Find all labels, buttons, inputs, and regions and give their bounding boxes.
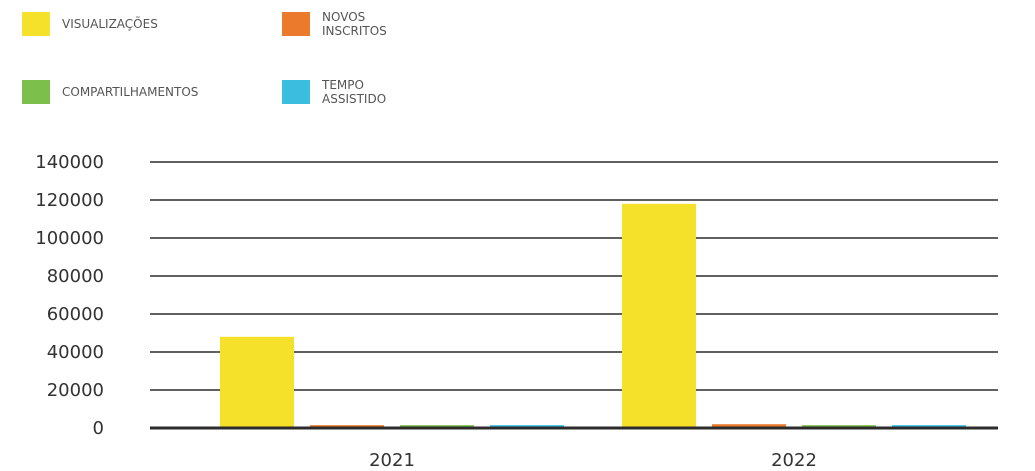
- y-tick-label: 80000: [47, 266, 104, 287]
- legend-swatch: [282, 12, 310, 36]
- y-tick-label: 0: [93, 418, 104, 439]
- y-tick-label: 100000: [35, 228, 104, 249]
- x-axis: 2021 2022: [369, 450, 817, 471]
- legend-swatch: [22, 12, 50, 36]
- legend-label: VISUALIZAÇÕES: [62, 16, 158, 31]
- x-tick-label: 2021: [369, 450, 415, 471]
- legend-label: TEMPO: [321, 78, 364, 92]
- legend-label: NOVOS: [322, 10, 365, 24]
- y-tick-label: 40000: [47, 342, 104, 363]
- x-tick-label: 2022: [771, 450, 817, 471]
- bar: [220, 336, 294, 428]
- legend-label: INSCRITOS: [322, 24, 387, 38]
- y-axis: 0 20000 40000 60000 80000 100000 120000 140000: [35, 152, 104, 439]
- bar: [712, 424, 786, 428]
- y-tick-label: 140000: [35, 152, 104, 173]
- legend-label: COMPARTILHAMENTOS: [62, 85, 198, 99]
- y-tick-label: 20000: [47, 380, 104, 401]
- legend-swatch: [282, 80, 310, 104]
- y-tick-label: 60000: [47, 304, 104, 325]
- legend-label: ASSISTIDO: [322, 92, 386, 106]
- bar: [622, 203, 696, 428]
- legend-swatch: [22, 80, 50, 104]
- y-tick-label: 120000: [35, 190, 104, 211]
